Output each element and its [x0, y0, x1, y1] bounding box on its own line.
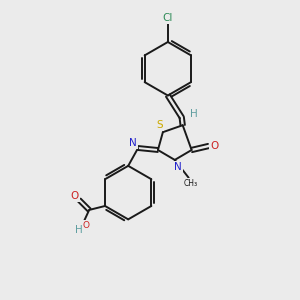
Text: CH₃: CH₃ [184, 179, 198, 188]
Text: N: N [174, 162, 182, 172]
Text: N: N [129, 138, 137, 148]
Text: Cl: Cl [163, 13, 173, 23]
Text: O: O [70, 191, 78, 201]
Text: O: O [210, 141, 218, 151]
Text: O: O [83, 221, 90, 230]
Text: S: S [157, 120, 163, 130]
Text: H: H [190, 109, 197, 119]
Text: H: H [75, 225, 83, 235]
